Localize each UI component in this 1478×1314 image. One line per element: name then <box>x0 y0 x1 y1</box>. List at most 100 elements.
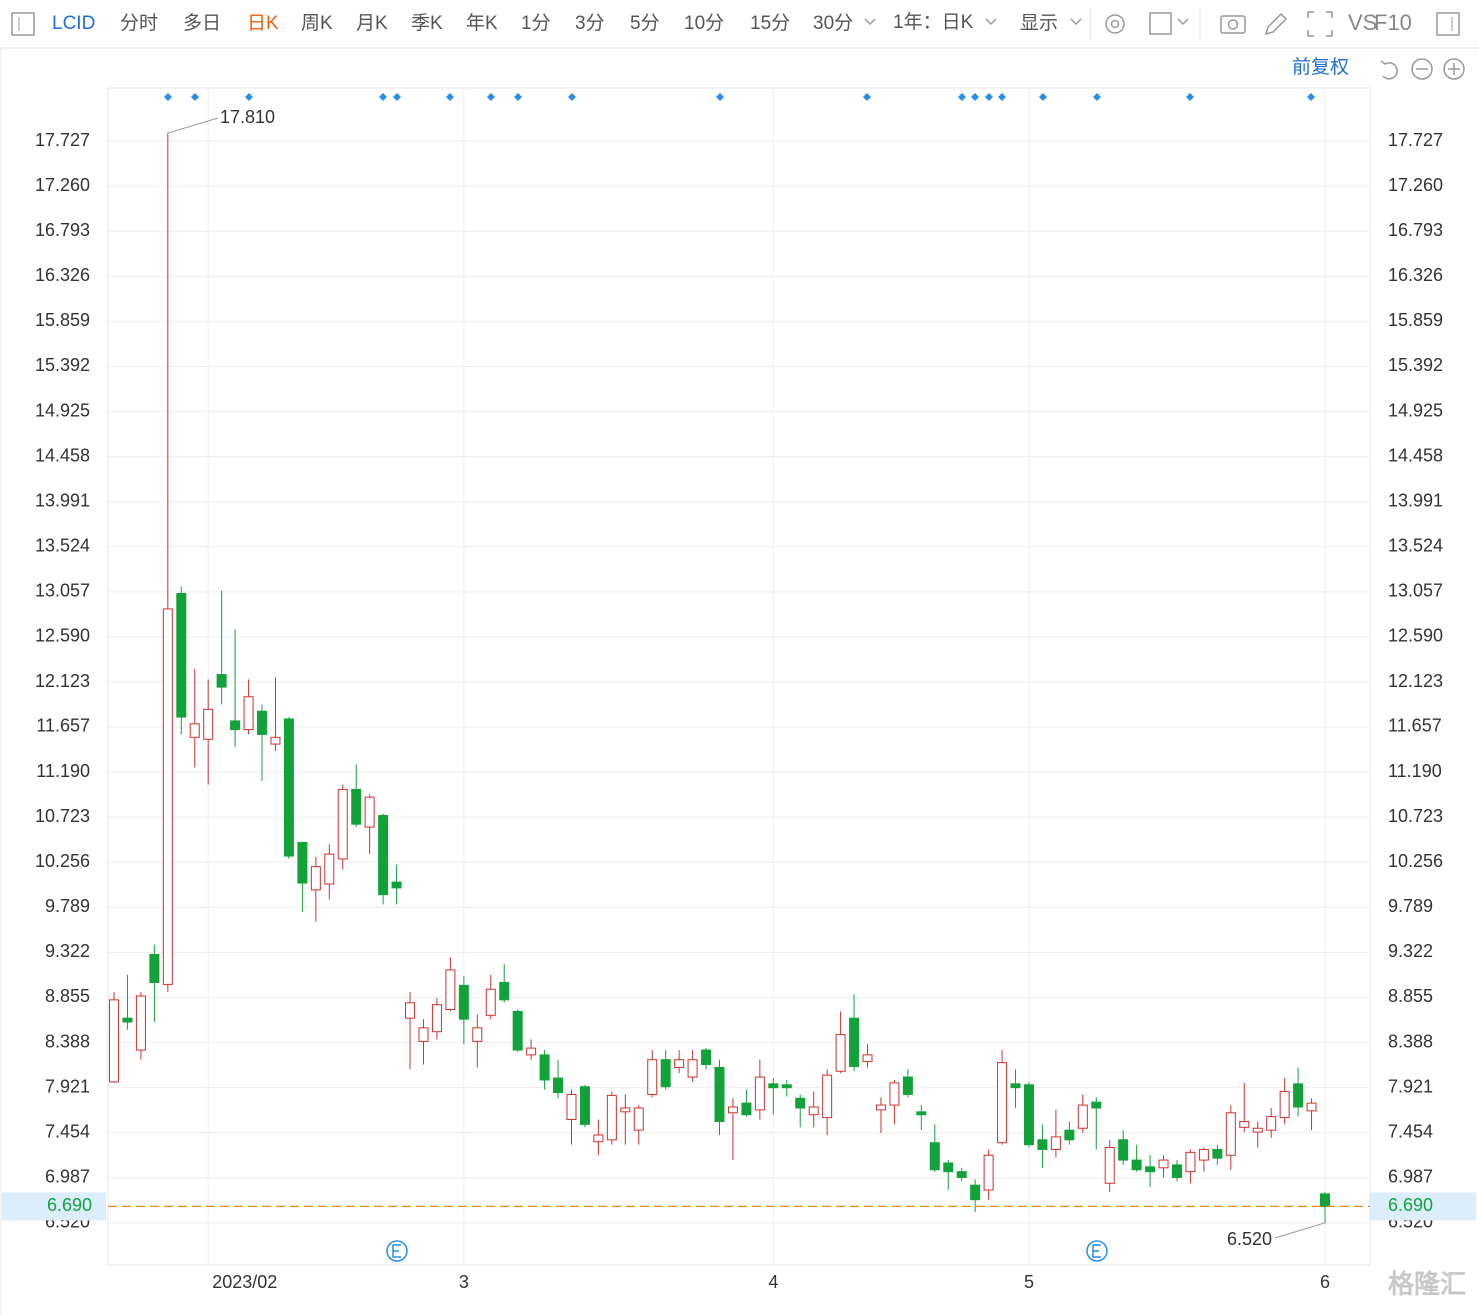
event-marker[interactable] <box>1093 93 1101 101</box>
event-marker[interactable] <box>487 93 495 101</box>
event-marker[interactable] <box>863 93 871 101</box>
candle-body <box>539 1054 550 1081</box>
fullscreen-icon[interactable] <box>1307 11 1333 37</box>
last-price-label: 6.690 <box>47 1195 92 1215</box>
period-tab[interactable]: 分时 <box>120 12 158 34</box>
y-tick-label: 12.123 <box>35 671 90 691</box>
candle-body <box>822 1074 833 1119</box>
period-tab[interactable]: 1分 <box>521 12 551 34</box>
watermark: 格隆汇 <box>1388 1269 1466 1299</box>
event-marker[interactable] <box>514 93 522 101</box>
y-tick-label: 9.789 <box>45 896 90 916</box>
reset-icon[interactable] <box>1380 60 1398 80</box>
zoom-in[interactable] <box>1443 58 1465 80</box>
period-tab[interactable]: 30分 <box>813 12 853 34</box>
event-marker[interactable] <box>958 93 966 101</box>
candle-body <box>122 1017 133 1023</box>
period-tab[interactable]: 15分 <box>750 12 790 34</box>
period-tab[interactable]: 月K <box>356 13 388 34</box>
period-tab[interactable]: 周K <box>301 13 333 34</box>
event-marker[interactable] <box>379 93 387 101</box>
candle-body <box>189 723 200 738</box>
y-tick-label: 13.991 <box>35 490 90 510</box>
candle-body <box>1198 1148 1209 1161</box>
period-tab[interactable]: 季K <box>411 12 443 34</box>
event-marker[interactable] <box>985 93 993 101</box>
x-tick-label: 6 <box>1320 1272 1330 1292</box>
candle-body <box>1252 1127 1263 1133</box>
period-tab[interactable]: 年K <box>466 12 498 34</box>
candle-body <box>875 1104 886 1111</box>
zoom-out[interactable] <box>1411 58 1433 80</box>
range-select[interactable]: 1年：日K <box>893 11 974 33</box>
event-marker[interactable] <box>716 93 724 101</box>
candle-body <box>983 1154 994 1191</box>
event-marker[interactable] <box>1186 93 1194 101</box>
settings-icon[interactable] <box>1105 14 1125 34</box>
layout-icon[interactable] <box>1149 12 1172 35</box>
y2-tick-label: 15.859 <box>1388 310 1443 330</box>
y-tick-label: 10.723 <box>35 806 90 826</box>
candle-body <box>1171 1164 1182 1178</box>
f10-button[interactable]: F10 <box>1374 10 1412 35</box>
sidebar-toggle[interactable] <box>11 12 35 36</box>
y2-tick-label: 9.322 <box>1388 941 1433 961</box>
period-tab[interactable]: 3分 <box>575 12 605 34</box>
camera-lens <box>1227 19 1239 30</box>
candle-body <box>405 1002 416 1019</box>
vs-button[interactable]: VS <box>1348 10 1377 35</box>
candle-body <box>1225 1112 1236 1156</box>
plot-frame <box>107 87 1371 1266</box>
last-price-label: 6.690 <box>1388 1195 1433 1215</box>
event-marker[interactable] <box>393 93 401 101</box>
candle-body <box>378 814 389 896</box>
event-marker[interactable] <box>971 93 979 101</box>
period-tab[interactable]: 多日 <box>183 12 221 34</box>
candle-body <box>593 1134 604 1143</box>
period-tab[interactable]: 日K <box>247 13 279 34</box>
event-marker[interactable] <box>1039 93 1047 101</box>
event-marker[interactable] <box>446 93 454 101</box>
candle-body <box>512 1010 523 1051</box>
symbol[interactable]: LCID <box>52 13 95 34</box>
candle-body <box>970 1184 981 1201</box>
earnings-icon[interactable] <box>386 1240 408 1262</box>
event-marker[interactable] <box>245 93 253 101</box>
candle-body <box>1293 1083 1304 1108</box>
y-tick-label: 6.987 <box>45 1166 90 1186</box>
display-menu[interactable]: 显示 <box>1020 13 1058 34</box>
x-tick-label: 2023/02 <box>212 1272 277 1292</box>
last-price-box <box>1370 1192 1476 1221</box>
candle-body <box>149 953 160 983</box>
candle-body <box>257 710 268 735</box>
panel-toggle[interactable] <box>1436 12 1460 36</box>
camera-icon[interactable] <box>1220 15 1246 34</box>
event-marker[interactable] <box>1307 93 1315 101</box>
x-tick-label: 3 <box>459 1272 469 1292</box>
event-marker[interactable] <box>164 93 172 101</box>
y-tick-label: 13.524 <box>35 536 90 556</box>
candle-body <box>445 969 456 1011</box>
draw-icon[interactable] <box>1264 12 1288 36</box>
candle-body <box>862 1054 873 1063</box>
candle-body <box>203 708 214 740</box>
zoom-in-sign <box>1448 63 1460 75</box>
event-marker[interactable] <box>998 93 1006 101</box>
candle-body <box>526 1047 537 1056</box>
earnings-icon[interactable] <box>1086 1240 1108 1262</box>
period-tab[interactable]: 10分 <box>684 12 724 34</box>
candle-body <box>835 1034 846 1072</box>
adjust-button[interactable]: 前复权 <box>1292 56 1349 78</box>
y-tick-label: 8.855 <box>45 986 90 1006</box>
event-marker[interactable] <box>568 93 576 101</box>
candle-body <box>431 1004 442 1033</box>
max-leader <box>167 117 219 134</box>
x-tick-label: 4 <box>768 1272 778 1292</box>
y-tick-label: 15.859 <box>35 310 90 330</box>
period-tab[interactable]: 5分 <box>630 12 660 34</box>
y2-tick-label: 11.657 <box>1388 716 1442 736</box>
event-marker[interactable] <box>191 93 199 101</box>
candle-body <box>1158 1159 1169 1169</box>
